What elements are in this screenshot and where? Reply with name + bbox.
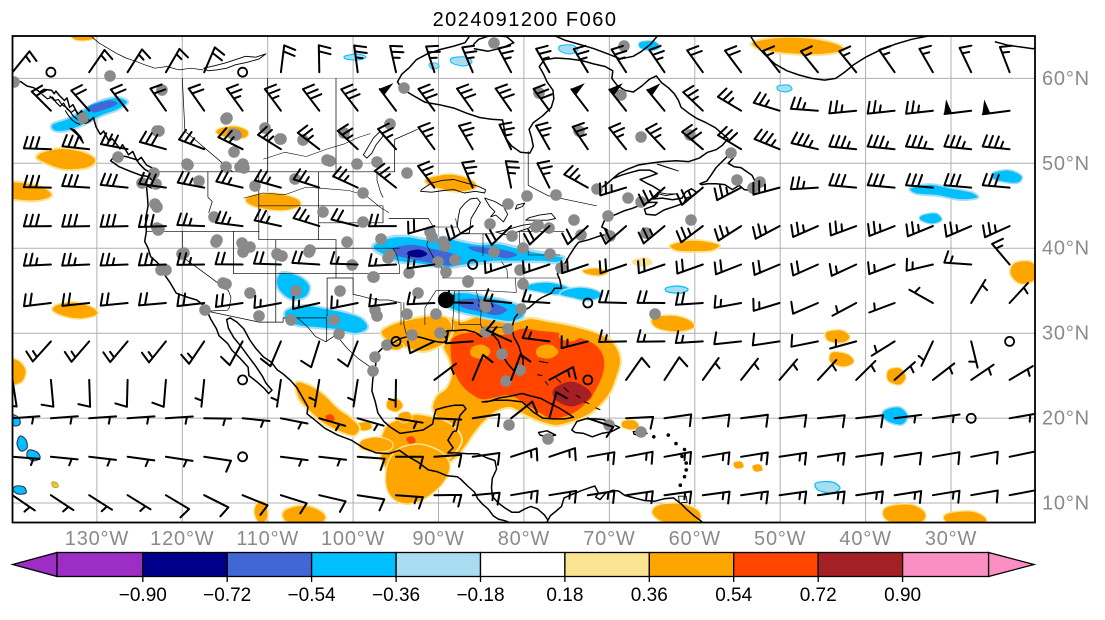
svg-text:40°N: 40°N bbox=[1042, 238, 1090, 260]
svg-text:0.90: 0.90 bbox=[884, 585, 921, 606]
svg-text:−0.72: −0.72 bbox=[203, 585, 251, 606]
svg-text:−0.36: −0.36 bbox=[372, 585, 420, 606]
svg-text:−0.18: −0.18 bbox=[456, 585, 504, 606]
svg-text:60°N: 60°N bbox=[1042, 68, 1090, 90]
svg-text:40°W: 40°W bbox=[839, 528, 891, 550]
svg-text:100°W: 100°W bbox=[321, 528, 385, 550]
svg-text:30°N: 30°N bbox=[1042, 323, 1090, 345]
svg-text:0.54: 0.54 bbox=[715, 585, 752, 606]
svg-text:50°W: 50°W bbox=[754, 528, 806, 550]
svg-text:20°N: 20°N bbox=[1042, 408, 1090, 430]
svg-text:30°W: 30°W bbox=[925, 528, 977, 550]
svg-text:10°N: 10°N bbox=[1042, 493, 1090, 515]
svg-text:110°W: 110°W bbox=[236, 528, 299, 550]
svg-text:−0.54: −0.54 bbox=[288, 585, 337, 606]
svg-text:0.36: 0.36 bbox=[631, 585, 668, 606]
svg-text:0.72: 0.72 bbox=[800, 585, 837, 606]
svg-text:50°N: 50°N bbox=[1042, 153, 1090, 175]
svg-text:70°W: 70°W bbox=[583, 528, 635, 550]
svg-text:130°W: 130°W bbox=[65, 528, 129, 550]
svg-text:80°W: 80°W bbox=[498, 528, 550, 550]
svg-text:90°W: 90°W bbox=[412, 528, 464, 550]
svg-text:0.18: 0.18 bbox=[546, 585, 583, 606]
svg-text:120°W: 120°W bbox=[150, 528, 214, 550]
svg-text:−0.90: −0.90 bbox=[119, 585, 167, 606]
svg-text:2024091200 F060: 2024091200 F060 bbox=[433, 9, 618, 31]
svg-text:60°W: 60°W bbox=[669, 528, 721, 550]
